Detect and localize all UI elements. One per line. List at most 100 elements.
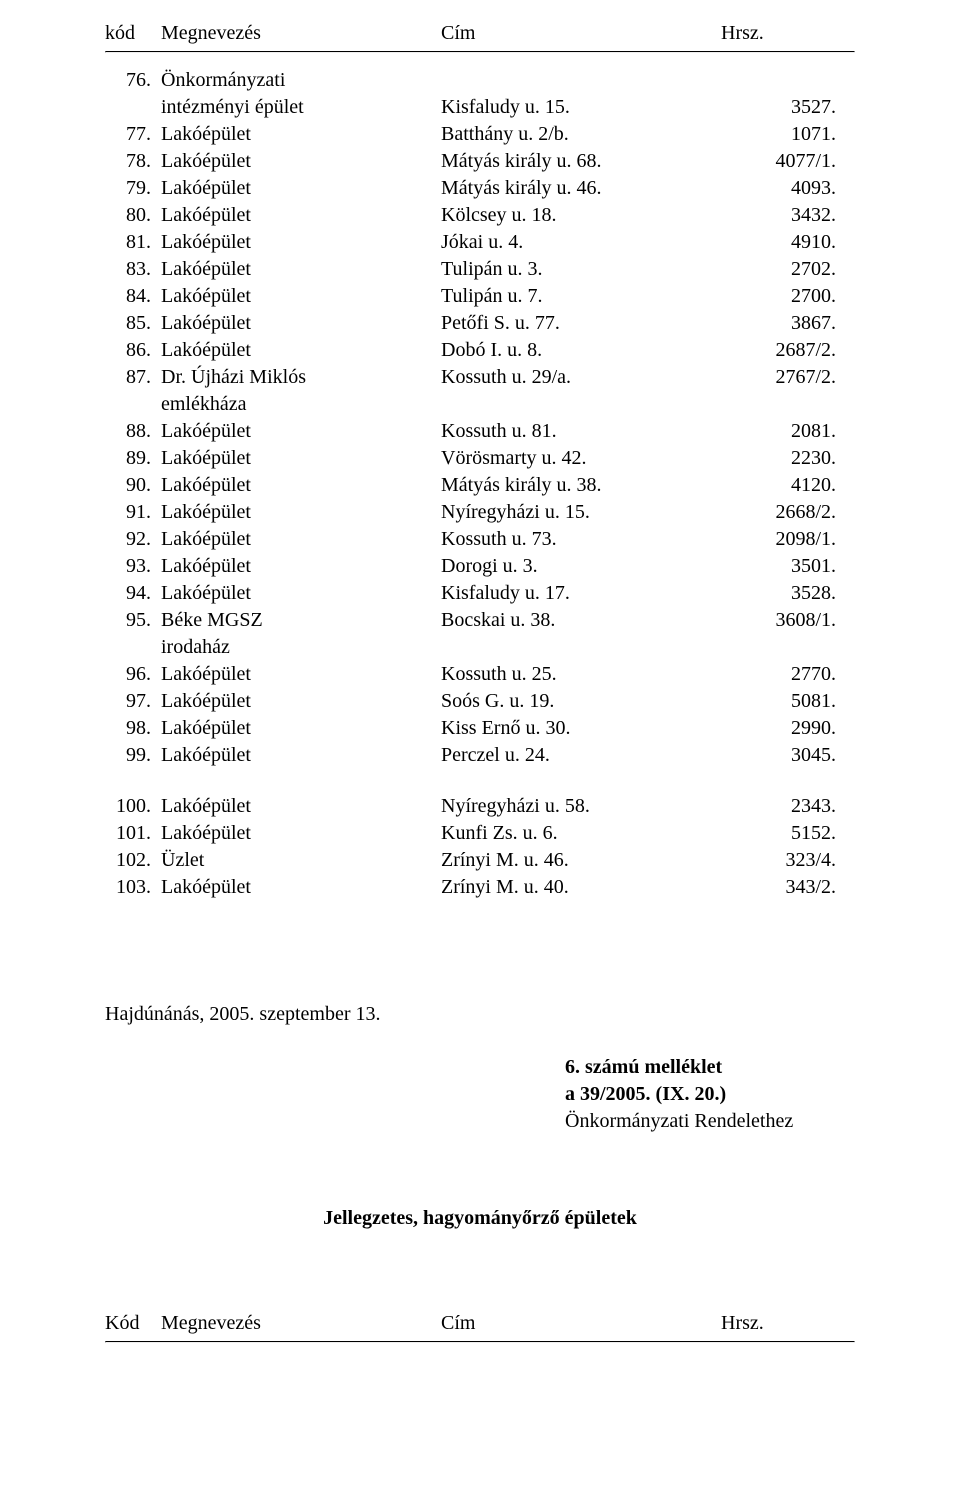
row-hrsz: 4093. [721,175,836,202]
row-address: Kiss Ernő u. 30. [441,715,721,742]
row-hrsz: 3527. [721,94,836,121]
row-number: 84. [105,283,151,310]
table-body-1: 76. Önkormányzatiintézményi épületKisfalu… [105,67,855,769]
table-row: 93.LakóépületDorogi u. 3.3501. [105,553,855,580]
row-name: Lakóépület [161,793,441,820]
row-hrsz: 2990. [721,715,836,742]
row-hrsz: 4077/1. [721,148,836,175]
row-address: Tulipán u. 7. [441,283,721,310]
row-hrsz: 3867. [721,310,836,337]
row-hrsz: 323/4. [721,847,836,874]
appendix-line-1: 6. számú melléklet [565,1054,855,1081]
row-name: Lakóépület [161,202,441,229]
row-hrsz: 2343. [721,793,836,820]
row-name: emlékháza [161,391,441,418]
row-number: 89. [105,445,151,472]
row-hrsz: 3608/1. [721,607,836,634]
table-row: emlékháza [105,391,855,418]
row-name: Önkormányzati [161,67,441,94]
row-address: Kossuth u. 25. [441,661,721,688]
table-row: 85.LakóépületPetőfi S. u. 77.3867. [105,310,855,337]
table-row: 103.LakóépületZrínyi M. u. 40.343/2. [105,874,855,901]
row-name: Lakóépület [161,553,441,580]
table-row: 87.Dr. Újházi MiklósKossuth u. 29/a.2767… [105,364,855,391]
row-number: 83. [105,256,151,283]
row-address [441,391,721,418]
footer-header-hrsz: Hrsz. [721,1310,841,1337]
row-address: Bocskai u. 38. [441,607,721,634]
row-address: Batthány u. 2/b. [441,121,721,148]
row-number: 88. [105,418,151,445]
row-address: Nyíregyházi u. 15. [441,499,721,526]
row-name: Lakóépület [161,580,441,607]
row-hrsz: 2081. [721,418,836,445]
row-address: Perczel u. 24. [441,742,721,769]
footer-header-cim: Cím [441,1310,721,1337]
row-address: Mátyás király u. 46. [441,175,721,202]
row-address: Kunfi Zs. u. 6. [441,820,721,847]
row-hrsz: 2770. [721,661,836,688]
row-address: Kossuth u. 29/a. [441,364,721,391]
header-name: Megnevezés [161,20,441,47]
table-row: 91.LakóépületNyíregyházi u. 15.2668/2. [105,499,855,526]
row-name: Lakóépület [161,121,441,148]
row-address: Soós G. u. 19. [441,688,721,715]
footer-header-kod: Kód [105,1310,161,1337]
row-name: Lakóépület [161,418,441,445]
row-name: Lakóépület [161,256,441,283]
row-number: 94. [105,580,151,607]
header-hrsz: Hrsz. [721,20,841,47]
row-name: Lakóépület [161,283,441,310]
row-number: 97. [105,688,151,715]
row-hrsz: 3501. [721,553,836,580]
row-number: 78. [105,148,151,175]
row-number: 95. [105,607,151,634]
row-name: Lakóépület [161,337,441,364]
table-row: 96.LakóépületKossuth u. 25.2770. [105,661,855,688]
row-hrsz: 2098/1. [721,526,836,553]
table-header: kód Megnevezés Cím Hrsz. [105,20,855,51]
row-number: 99. [105,742,151,769]
row-address: Nyíregyházi u. 58. [441,793,721,820]
row-number: 87. [105,364,151,391]
footer-divider [105,1341,855,1343]
row-name: Lakóépület [161,148,441,175]
table-row: 90.LakóépületMátyás király u. 38.4120. [105,472,855,499]
row-number: 85. [105,310,151,337]
table-row: 80. LakóépületKölcsey u. 18.3432. [105,202,855,229]
table-row: 92.LakóépületKossuth u. 73.2098/1. [105,526,855,553]
table-row: 78.LakóépületMátyás király u. 68.4077/1. [105,148,855,175]
table-row: irodaház [105,634,855,661]
row-name: Üzlet [161,847,441,874]
row-name: Lakóépület [161,472,441,499]
row-address: Kölcsey u. 18. [441,202,721,229]
row-number: 102. [105,847,151,874]
row-hrsz: 2687/2. [721,337,836,364]
footer-table-header: Kód Megnevezés Cím Hrsz. [105,1310,855,1341]
row-address: Tulipán u. 3. [441,256,721,283]
table-row: 95.Béke MGSZBocskai u. 38.3608/1. [105,607,855,634]
row-address: Dobó I. u. 8. [441,337,721,364]
appendix-block: 6. számú melléklet a 39/2005. (IX. 20.) … [565,1054,855,1135]
row-hrsz: 3432. [721,202,836,229]
row-number: 77. [105,121,151,148]
table-row: intézményi épületKisfaludy u. 15.3527. [105,94,855,121]
footer-header-name: Megnevezés [161,1310,441,1337]
row-hrsz [721,634,836,661]
header-kod: kód [105,20,161,47]
row-hrsz: 3045. [721,742,836,769]
table-row: 101.LakóépületKunfi Zs. u. 6.5152. [105,820,855,847]
row-number: 76. [105,67,151,94]
table-row: 77.LakóépületBatthány u. 2/b.1071. [105,121,855,148]
row-hrsz: 4910. [721,229,836,256]
row-name: Lakóépület [161,742,441,769]
table-row: 99. LakóépületPerczel u. 24.3045. [105,742,855,769]
row-number: 80. [105,202,151,229]
row-hrsz: 2767/2. [721,364,836,391]
table-row: 89.LakóépületVörösmarty u. 42.2230. [105,445,855,472]
table-row: 81.LakóépületJókai u. 4.4910. [105,229,855,256]
row-number: 90. [105,472,151,499]
row-hrsz: 2702. [721,256,836,283]
row-number: 91. [105,499,151,526]
table-row: 84.LakóépületTulipán u. 7.2700. [105,283,855,310]
